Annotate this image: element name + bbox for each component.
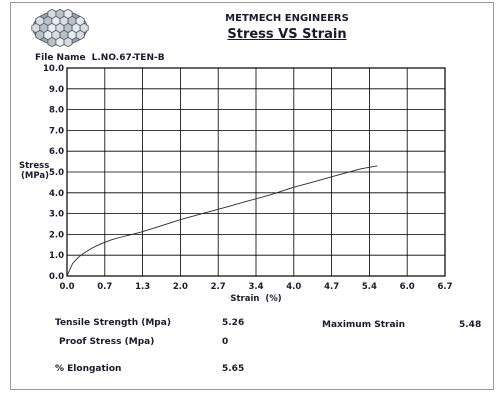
elongation-value: 5.65 xyxy=(222,364,245,374)
x-axis-label: Strain (%) xyxy=(230,294,281,304)
logo-cell xyxy=(63,36,73,47)
stress-strain-chart: 0.01.02.03.04.05.06.07.08.09.010.0 0.0 0.… xyxy=(19,64,453,304)
y-tick-label: 5.0 xyxy=(49,168,64,178)
maximum-strain-value: 5.48 xyxy=(459,320,482,330)
x-tick-label: 2.7 xyxy=(211,282,226,292)
x-tick-label: 6.0 xyxy=(400,282,415,292)
file-name-value: L.NO.67-TEN-B xyxy=(91,53,165,63)
y-tick-label: 9.0 xyxy=(49,85,64,95)
y-tick-label: 0.0 xyxy=(49,272,64,282)
x-tick-label: 4.0 xyxy=(286,282,301,292)
x-tick-labels: 0.0 0.7 1.3 2.0 2.7 3.4 4.0 4.7 5.4 6.0 6.7 xyxy=(59,282,452,292)
plot-frame xyxy=(66,67,446,277)
elongation-label: % Elongation xyxy=(55,364,122,374)
file-name-label: File Name xyxy=(35,53,86,63)
y-tick-label: 8.0 xyxy=(49,106,64,116)
report-title: Stress VS Strain xyxy=(227,27,347,42)
x-tick-label: 4.7 xyxy=(324,282,339,292)
company-name: METMECH ENGINEERS xyxy=(225,13,349,24)
tensile-strength-label: Tensile Strength (Mpa) xyxy=(55,318,171,328)
test-report: METMECH ENGINEERS Stress VS Strain File … xyxy=(10,2,494,390)
logo-cell xyxy=(75,29,85,41)
y-tick-label: 6.0 xyxy=(49,147,64,157)
chart-grid xyxy=(66,67,446,277)
y-tick-label: 4.0 xyxy=(49,189,64,199)
file-name-line: File Name L.NO.67-TEN-B xyxy=(35,53,171,63)
proof-stress-value: 0 xyxy=(222,337,229,347)
x-tick-label: 6.7 xyxy=(437,282,452,292)
x-tick-label: 1.3 xyxy=(135,282,150,292)
y-tick-label: 10.0 xyxy=(43,64,64,74)
y-axis-label-unit: (MPa) xyxy=(21,171,49,181)
x-tick-label: 5.4 xyxy=(362,282,377,292)
tensile-strength-value: 5.26 xyxy=(222,318,245,328)
y-tick-label: 7.0 xyxy=(49,126,64,136)
metal-mesh-logo-icon xyxy=(31,8,89,47)
maximum-strain-label: Maximum Strain xyxy=(322,320,406,330)
proof-stress-label: Proof Stress (Mpa) xyxy=(59,337,155,347)
x-tick-label: 3.4 xyxy=(248,282,263,292)
y-tick-label: 1.0 xyxy=(49,251,64,261)
x-tick-label: 2.0 xyxy=(173,282,188,292)
y-tick-label: 3.0 xyxy=(49,210,64,220)
y-tick-labels: 0.0 1.0 2.0 3.0 4.0 5.0 6.0 7.0 8.0 9.0 10.0 xyxy=(43,64,64,282)
x-tick-label: 0.7 xyxy=(97,282,112,292)
stress-strain-curve xyxy=(66,165,378,277)
y-tick-label: 2.0 xyxy=(49,230,64,240)
y-axis-label-stress: Stress xyxy=(19,161,49,171)
x-tick-label: 0.0 xyxy=(59,282,74,292)
logo-mesh-cells xyxy=(31,8,89,47)
